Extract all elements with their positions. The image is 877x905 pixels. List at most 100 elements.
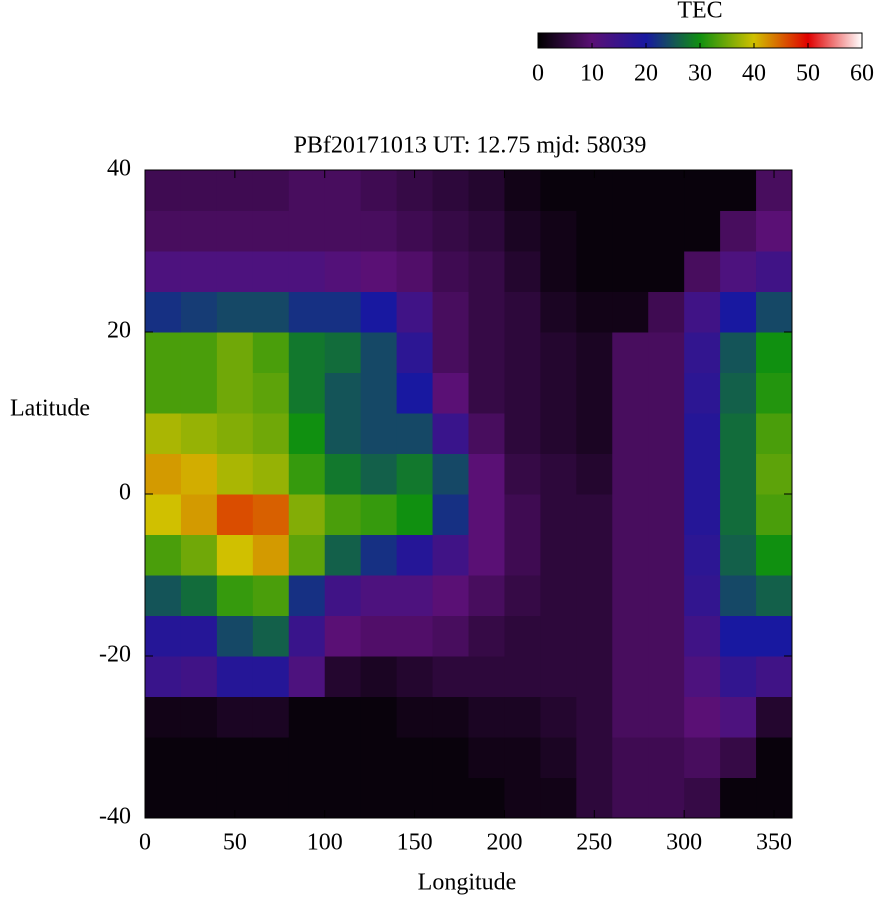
heatmap-cell [612, 494, 649, 535]
heatmap-cell [252, 291, 290, 333]
heatmap-cell [756, 372, 793, 414]
chart-title: PBf20171013 UT: 12.75 mjd: 58039 [294, 133, 647, 159]
heatmap-cell [324, 332, 362, 373]
heatmap-cell [468, 453, 505, 495]
colorbar-tick-label: 0 [532, 61, 544, 87]
heatmap-cell [612, 251, 649, 292]
heatmap-cell [288, 777, 326, 819]
heatmap-cell [396, 210, 434, 252]
heatmap-cell [180, 413, 218, 454]
heatmap-cell [145, 494, 182, 535]
heatmap-cell [504, 413, 541, 454]
heatmap-cell [612, 777, 649, 819]
heatmap-cell [684, 332, 721, 373]
heatmap-cell [756, 332, 793, 373]
heatmap-cell [216, 494, 254, 535]
heatmap-cell [612, 413, 649, 454]
heatmap-cell [720, 170, 757, 211]
heatmap-cell [396, 696, 434, 738]
heatmap-cell [288, 494, 326, 535]
heatmap-cell [216, 575, 254, 616]
heatmap-cell [324, 494, 362, 535]
y-tick-label: 20 [107, 318, 131, 344]
heatmap-cell [252, 210, 290, 252]
heatmap-cell [504, 575, 541, 616]
heatmap-cell [720, 656, 757, 697]
heatmap-cell [756, 251, 793, 292]
heatmap-cell [360, 696, 398, 738]
heatmap-cell [648, 615, 685, 657]
heatmap-cell [360, 575, 398, 616]
heatmap-cell [576, 615, 613, 657]
heatmap-cell [720, 696, 757, 738]
heatmap-cell [288, 575, 326, 616]
heatmap-cell [468, 332, 505, 373]
heatmap-cell [432, 737, 469, 778]
heatmap-cell [432, 656, 469, 697]
heatmap-cell [756, 291, 793, 333]
heatmap-cell [504, 170, 541, 211]
heatmap-cell [756, 696, 793, 738]
heatmap-cell [540, 494, 577, 535]
heatmap-cell [180, 372, 218, 414]
heatmap-cell [612, 737, 649, 778]
heatmap-cell [396, 737, 434, 778]
heatmap-cell [504, 777, 541, 819]
heatmap-cell [145, 656, 182, 697]
heatmap-cell [612, 696, 649, 738]
heatmap-cell [252, 494, 290, 535]
heatmap-cell [648, 656, 685, 697]
heatmap-cell [180, 291, 218, 333]
heatmap-cell [252, 777, 290, 819]
heatmap-cell [720, 534, 757, 576]
heatmap-cell [540, 251, 577, 292]
heatmap-cell [504, 696, 541, 738]
heatmap-cell [468, 696, 505, 738]
heatmap-cell [684, 210, 721, 252]
heatmap-cell [648, 332, 685, 373]
heatmap-cell [684, 251, 721, 292]
colorbar-tick-label: 50 [796, 61, 820, 87]
heatmap-cell [432, 332, 469, 373]
heatmap-cell [432, 372, 469, 414]
heatmap-cell [468, 170, 505, 211]
heatmap-cell [180, 615, 218, 657]
heatmap-cell [468, 372, 505, 414]
heatmap-cell [504, 453, 541, 495]
x-tick-label: 250 [576, 830, 612, 856]
heatmap-cell [468, 777, 505, 819]
heatmap-cell [324, 575, 362, 616]
heatmap-cell [504, 251, 541, 292]
heatmap-cell [216, 413, 254, 454]
heatmap-cell [145, 332, 182, 373]
y-tick-label: 0 [119, 480, 131, 506]
heatmap-cell [324, 170, 362, 211]
heatmap-cell [432, 777, 469, 819]
heatmap-cell [324, 291, 362, 333]
x-tick-label: 300 [666, 830, 702, 856]
heatmap-cell [432, 210, 469, 252]
heatmap-cell [612, 291, 649, 333]
heatmap-cell [540, 575, 577, 616]
heatmap-cell [288, 453, 326, 495]
heatmap-cell [684, 737, 721, 778]
heatmap-cell [576, 696, 613, 738]
x-tick-label: 0 [139, 830, 151, 856]
heatmap-cell [612, 332, 649, 373]
heatmap-cell [576, 737, 613, 778]
heatmap-cell [396, 332, 434, 373]
heatmap-cell [288, 291, 326, 333]
heatmap-cell [145, 251, 182, 292]
heatmap-cell [648, 453, 685, 495]
heatmap-cell [288, 696, 326, 738]
heatmap-cell [684, 534, 721, 576]
heatmap-cell [145, 291, 182, 333]
heatmap-cell [324, 615, 362, 657]
heatmap-cell [324, 210, 362, 252]
heatmap-cell [360, 210, 398, 252]
heatmap-cell [396, 291, 434, 333]
heatmap-cell [288, 251, 326, 292]
heatmap-cell [540, 696, 577, 738]
heatmap-cell [432, 453, 469, 495]
heatmap-cell [360, 737, 398, 778]
